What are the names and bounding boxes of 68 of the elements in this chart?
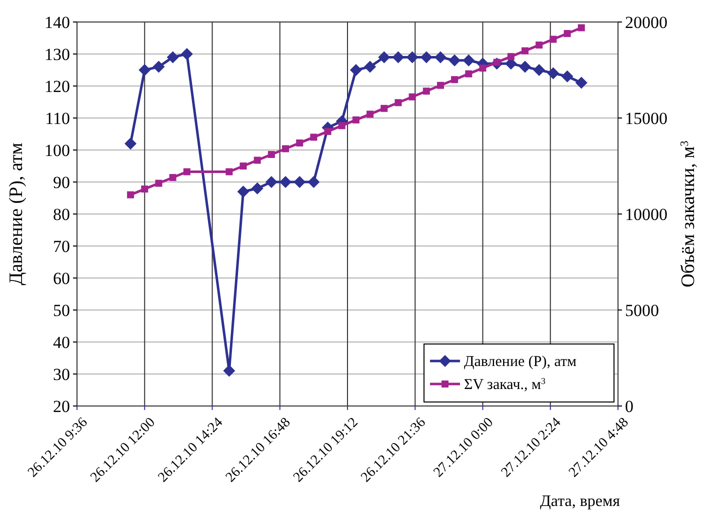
- point: [547, 67, 560, 80]
- x-axis-title: Дата, время: [540, 493, 621, 510]
- point: [406, 51, 418, 64]
- point: [296, 139, 304, 146]
- point: [408, 93, 416, 100]
- point: [223, 364, 236, 377]
- point: [378, 51, 390, 64]
- point: [564, 30, 571, 38]
- y2-tick-label: 10000: [625, 204, 668, 224]
- point: [561, 70, 574, 82]
- y-tick-label: 50: [53, 300, 70, 320]
- point: [578, 24, 585, 32]
- point: [575, 76, 588, 89]
- point: [436, 82, 444, 89]
- point: [420, 51, 432, 64]
- y-tick-label: 80: [53, 204, 70, 224]
- point: [519, 60, 532, 73]
- y-tick-label: 40: [53, 332, 70, 352]
- y-tick-label: 70: [53, 236, 70, 256]
- point: [448, 54, 461, 66]
- point: [280, 176, 292, 188]
- point: [254, 156, 261, 164]
- point: [352, 116, 360, 124]
- y2-tick-label: 0: [625, 396, 634, 416]
- y-tick-label: 140: [44, 12, 70, 32]
- point: [462, 54, 475, 66]
- point: [226, 168, 233, 176]
- point: [451, 76, 458, 84]
- point: [308, 176, 320, 188]
- point: [237, 186, 250, 198]
- y-tick-label: 110: [45, 108, 70, 128]
- point: [282, 145, 290, 152]
- point: [364, 60, 376, 73]
- point: [522, 47, 529, 54]
- point: [268, 150, 275, 158]
- point: [310, 134, 318, 141]
- point: [350, 64, 362, 76]
- point: [240, 162, 247, 170]
- legend-label: ΣV закач., м$^{3}$: [464, 376, 546, 393]
- y-axis-title: Давление (P), атм: [6, 142, 27, 286]
- point: [507, 53, 514, 60]
- point: [465, 70, 472, 78]
- point: [392, 51, 404, 64]
- point: [434, 51, 446, 64]
- y2-tick-label: 15000: [625, 108, 668, 128]
- point: [533, 64, 546, 76]
- point: [338, 122, 346, 130]
- point: [251, 182, 264, 194]
- y-tick-label: 20: [53, 396, 70, 416]
- point: [265, 176, 278, 188]
- point: [536, 42, 543, 49]
- point: [550, 36, 557, 43]
- y-tick-label: 100: [44, 140, 70, 160]
- point: [366, 110, 374, 118]
- y2-tick-label: 5000: [625, 300, 659, 320]
- legend-label: Давление (P), атм: [464, 354, 578, 370]
- point: [294, 176, 306, 188]
- y-tick-label: 130: [44, 44, 70, 64]
- point: [479, 64, 486, 72]
- y-tick-label: 120: [44, 76, 70, 96]
- y2-tick-label: 20000: [625, 12, 668, 32]
- point: [380, 104, 388, 112]
- point: [394, 99, 402, 106]
- y-tick-label: 90: [53, 172, 70, 192]
- point: [422, 88, 430, 95]
- y-tick-label: 60: [53, 268, 70, 288]
- y-tick-label: 30: [53, 364, 70, 384]
- point: [324, 128, 332, 135]
